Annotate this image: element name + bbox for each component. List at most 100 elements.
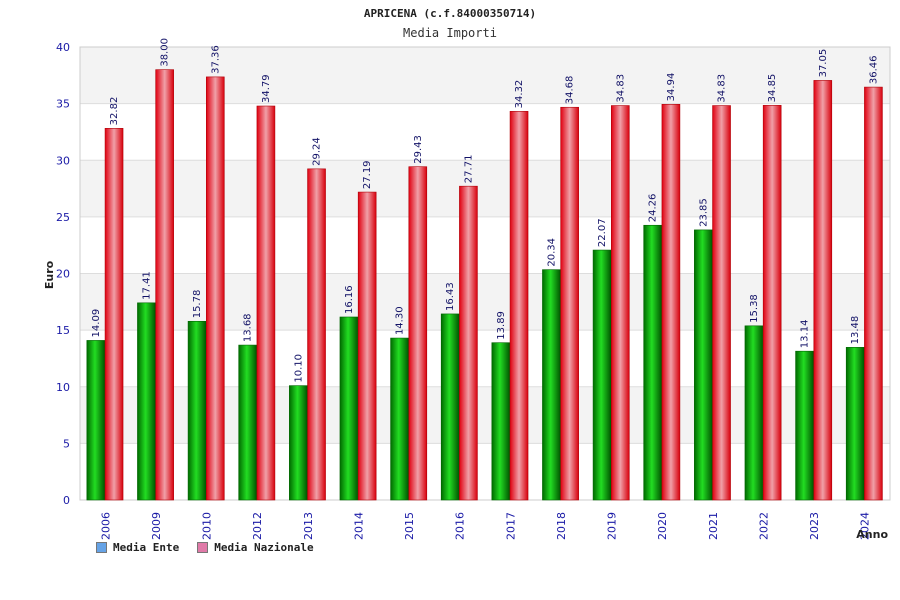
legend-swatch-media-ente (96, 542, 107, 553)
x-tick-label: 2012 (251, 512, 264, 540)
value-label-media-ente-2012: 13.68 (243, 313, 254, 342)
legend-item-media-ente: Media Ente (96, 541, 179, 554)
value-label-media-ente-2014: 16.16 (344, 285, 355, 314)
bar-media-ente-2024 (845, 347, 865, 501)
x-axis-label: Anno (856, 528, 888, 541)
x-tick-label: 2010 (201, 512, 214, 540)
x-tick-label: 2006 (99, 512, 112, 540)
y-tick-label: 10 (56, 381, 70, 394)
value-label-media-nazionale-2013: 29.24 (312, 137, 323, 166)
value-label-media-nazionale-2010: 37.36 (210, 45, 221, 74)
value-label-media-nazionale-2012: 34.79 (261, 74, 272, 103)
value-label-media-ente-2015: 14.30 (395, 306, 406, 335)
bar-media-nazionale-2015 (408, 166, 428, 501)
legend: Media Ente Media Nazionale (96, 541, 314, 554)
bar-media-nazionale-2014 (357, 191, 377, 501)
bar-media-nazionale-2019 (611, 105, 630, 501)
y-tick-label: 20 (56, 268, 70, 281)
value-label-media-ente-2017: 13.89 (496, 311, 507, 340)
x-tick-label: 2021 (707, 512, 720, 540)
y-axis-ticks: 0 5 10 15 20 25 30 35 40 (56, 41, 70, 507)
y-tick-label: 0 (63, 494, 70, 507)
x-axis-ticks: 2006 2009 2010 2012 2013 2014 2015 2016 2017 2018… (99, 512, 871, 540)
x-tick-label: 2014 (352, 512, 365, 540)
value-label-media-nazionale-2024: 36.46 (868, 55, 879, 84)
value-label-media-ente-2024: 13.48 (850, 316, 861, 345)
bar-media-nazionale-2021 (712, 105, 731, 501)
x-tick-label: 2013 (302, 512, 315, 540)
bar-media-ente-2006 (86, 340, 106, 501)
x-tick-label: 2022 (757, 512, 770, 540)
bar-media-ente-2013 (289, 385, 308, 501)
bar-media-ente-2019 (592, 249, 612, 501)
x-tick-label: 2023 (808, 512, 821, 540)
value-label-media-nazionale-2019: 34.83 (615, 74, 626, 103)
y-tick-label: 25 (56, 211, 70, 224)
bar-media-nazionale-2024 (864, 86, 883, 501)
value-label-media-nazionale-2022: 34.85 (767, 74, 778, 103)
legend-label-media-nazionale: Media Nazionale (214, 541, 314, 554)
value-label-media-ente-2019: 22.07 (597, 218, 608, 247)
chart-title: APRICENA (c.f.84000350714) (364, 7, 536, 20)
value-labels: 14.09 32.82 17.41 38.00 15.78 37.36 13.68 34.79… (91, 38, 880, 383)
value-label-media-ente-2016: 16.43 (445, 282, 456, 311)
x-tick-label: 2024 (859, 512, 872, 540)
value-label-media-nazionale-2020: 34.94 (666, 73, 677, 102)
bar-media-ente-2020 (643, 224, 662, 501)
bar-media-ente-2012 (238, 344, 257, 501)
bar-media-nazionale-2018 (560, 106, 579, 501)
value-label-media-nazionale-2015: 29.43 (413, 135, 424, 164)
y-tick-label: 5 (63, 437, 70, 450)
bar-media-ente-2009 (137, 302, 156, 501)
plot-frame (79, 46, 891, 501)
value-label-media-nazionale-2021: 34.83 (717, 74, 728, 103)
bar-media-nazionale-2016 (459, 185, 478, 501)
value-label-media-ente-2022: 15.38 (749, 294, 760, 323)
bar-media-nazionale-2023 (813, 80, 833, 501)
value-label-media-ente-2018: 20.34 (546, 238, 557, 267)
value-label-media-ente-2009: 17.41 (141, 271, 152, 300)
x-tick-label: 2019 (606, 512, 619, 540)
y-axis-label: Euro (43, 260, 56, 289)
bar-media-nazionale-2017 (509, 111, 529, 501)
bar-media-nazionale-2022 (762, 105, 782, 501)
value-label-media-ente-2013: 10.10 (293, 354, 304, 383)
value-label-media-nazionale-2016: 27.71 (463, 155, 474, 184)
value-label-media-nazionale-2018: 34.68 (565, 76, 576, 105)
bar-media-ente-2021 (694, 229, 713, 501)
bar-media-ente-2014 (339, 316, 359, 501)
legend-label-media-ente: Media Ente (113, 541, 180, 554)
value-label-media-nazionale-2023: 37.05 (818, 49, 829, 78)
y-tick-label: 35 (56, 98, 70, 111)
value-label-media-ente-2020: 24.26 (648, 194, 659, 223)
chart-subtitle: Media Importi (403, 26, 497, 40)
x-tick-label: 2017 (504, 512, 517, 540)
bar-media-nazionale-2006 (104, 128, 124, 501)
y-tick-label: 30 (56, 154, 70, 167)
bar-media-ente-2016 (440, 313, 460, 501)
value-label-media-nazionale-2006: 32.82 (109, 97, 120, 126)
bar-media-nazionale-2009 (155, 69, 174, 501)
y-tick-label: 15 (56, 324, 70, 337)
value-label-media-nazionale-2009: 38.00 (160, 38, 171, 67)
x-tick-label: 2018 (555, 512, 568, 540)
bars (86, 69, 883, 501)
bar-media-nazionale-2020 (661, 104, 681, 501)
y-tick-label: 40 (56, 41, 70, 54)
bar-media-ente-2022 (744, 325, 764, 501)
value-label-media-ente-2023: 13.14 (800, 320, 811, 349)
value-label-media-ente-2021: 23.85 (698, 198, 709, 227)
bar-media-nazionale-2013 (307, 168, 326, 501)
x-tick-label: 2016 (454, 512, 467, 540)
value-label-media-nazionale-2017: 34.32 (514, 80, 525, 109)
value-label-media-ente-2006: 14.09 (91, 309, 102, 338)
x-tick-label: 2020 (656, 512, 669, 540)
legend-item-media-nazionale: Media Nazionale (197, 541, 314, 554)
bar-media-ente-2023 (795, 350, 814, 501)
legend-swatch-media-nazionale (197, 542, 209, 553)
bar-media-ente-2017 (491, 342, 511, 501)
bar-media-ente-2018 (542, 269, 561, 501)
bar-media-nazionale-2010 (206, 76, 225, 501)
value-label-media-nazionale-2014: 27.19 (362, 160, 373, 189)
